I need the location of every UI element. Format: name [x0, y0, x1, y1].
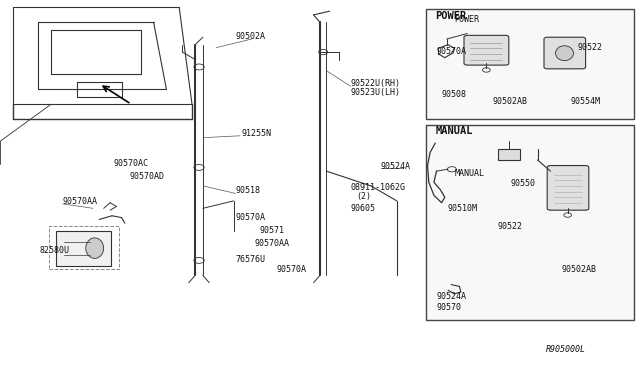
- FancyBboxPatch shape: [547, 166, 589, 210]
- Text: 90570A: 90570A: [276, 265, 307, 274]
- Text: (2): (2): [356, 192, 371, 201]
- Text: MANUAL: MANUAL: [435, 126, 473, 136]
- Text: POWER: POWER: [454, 15, 479, 24]
- Text: MANUAL: MANUAL: [454, 169, 484, 177]
- Bar: [49, 226, 119, 269]
- Text: 90524A: 90524A: [381, 162, 411, 171]
- FancyBboxPatch shape: [544, 37, 586, 69]
- Text: 90510M: 90510M: [448, 204, 478, 213]
- Text: 90554M: 90554M: [571, 97, 601, 106]
- Text: R905000L: R905000L: [545, 344, 586, 353]
- Ellipse shape: [556, 46, 573, 61]
- Text: 91255N: 91255N: [242, 129, 272, 138]
- Text: 90502AB: 90502AB: [562, 265, 597, 274]
- Text: 76576U: 76576U: [236, 255, 266, 264]
- Text: 90522U(RH): 90522U(RH): [351, 79, 401, 88]
- Text: 82580U: 82580U: [40, 246, 70, 255]
- Bar: [56, 231, 111, 266]
- Ellipse shape: [86, 238, 104, 259]
- Text: 90570AA: 90570AA: [255, 238, 290, 247]
- Bar: [498, 149, 520, 160]
- Text: 90523U(LH): 90523U(LH): [351, 88, 401, 97]
- Text: 90518: 90518: [236, 186, 260, 195]
- Bar: [426, 9, 634, 119]
- Text: 90502A: 90502A: [236, 32, 266, 41]
- Text: 90570AA: 90570AA: [63, 197, 98, 206]
- Text: 90570A: 90570A: [436, 47, 467, 56]
- Text: 90550: 90550: [511, 179, 536, 188]
- Text: 90508: 90508: [442, 90, 467, 99]
- Text: POWER: POWER: [435, 10, 467, 20]
- Text: 90571: 90571: [259, 225, 284, 234]
- Text: 08911-1062G: 08911-1062G: [351, 183, 406, 192]
- Bar: [426, 125, 634, 320]
- Text: 90605: 90605: [351, 204, 376, 213]
- FancyBboxPatch shape: [464, 35, 509, 65]
- Text: 90524A: 90524A: [436, 292, 467, 301]
- Text: 90522: 90522: [498, 222, 523, 231]
- Text: 90570: 90570: [436, 302, 461, 311]
- Text: 90570AC: 90570AC: [114, 158, 149, 167]
- Text: 90522: 90522: [577, 43, 602, 52]
- Text: 90570AD: 90570AD: [129, 171, 164, 180]
- Text: 90502AB: 90502AB: [493, 97, 528, 106]
- Text: 90570A: 90570A: [236, 213, 266, 222]
